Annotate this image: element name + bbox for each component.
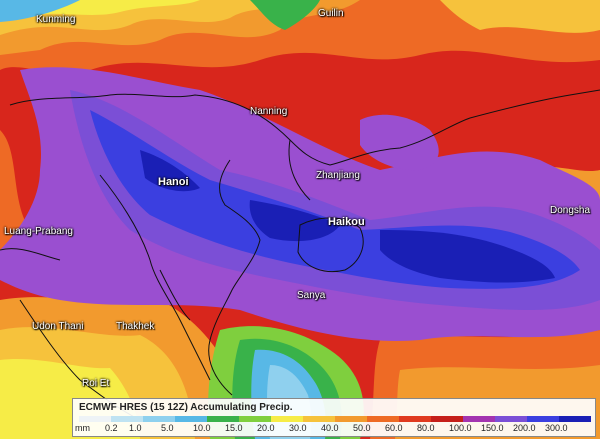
legend-tick-label: 20.0 — [257, 423, 275, 433]
legend-unit: mm — [75, 423, 90, 433]
legend-swatch — [367, 416, 399, 422]
legend-tick-label: 0.2 — [105, 423, 118, 433]
legend-tick-label: 200.0 — [513, 423, 536, 433]
city-label: Udon Thani — [32, 321, 84, 332]
city-label: Nanning — [250, 106, 288, 117]
legend-swatch — [559, 416, 591, 422]
legend-swatch — [431, 416, 463, 422]
legend-color-bar — [79, 416, 591, 422]
legend-tick-labels: mm 0.2 1.0 5.0 10.0 15.0 20.0 30.0 40.0 50.0 60.0… — [73, 423, 595, 436]
legend-swatch — [527, 416, 559, 422]
legend-tick-label: 80.0 — [417, 423, 435, 433]
legend-swatch — [271, 416, 303, 422]
legend-swatch — [335, 416, 367, 422]
legend-tick-label: 1.0 — [129, 423, 142, 433]
legend-title: ECMWF HRES (15 12Z) Accumulating Precip. — [79, 402, 293, 413]
legend-tick-label: 40.0 — [321, 423, 339, 433]
city-label: Thakhek — [116, 321, 155, 332]
legend-tick-label: 5.0 — [161, 423, 174, 433]
legend-swatch — [207, 416, 239, 422]
legend-swatch — [463, 416, 495, 422]
legend-swatch — [303, 416, 335, 422]
legend-tick-label: 60.0 — [385, 423, 403, 433]
legend-swatch — [79, 416, 111, 422]
city-label: Zhanjiang — [316, 170, 360, 181]
legend-tick-label: 10.0 — [193, 423, 211, 433]
city-label: Luang-Prabang — [4, 226, 73, 237]
legend-swatch — [399, 416, 431, 422]
city-label: Roi Et — [82, 378, 110, 389]
city-label: Hanoi — [158, 176, 189, 188]
legend-swatch — [175, 416, 207, 422]
city-label: Dongsha — [550, 205, 591, 216]
legend-tick-label: 50.0 — [353, 423, 371, 433]
precip-legend: ECMWF HRES (15 12Z) Accumulating Precip.… — [72, 398, 596, 437]
legend-swatch — [143, 416, 175, 422]
legend-swatch — [495, 416, 527, 422]
city-label: Sanya — [297, 290, 326, 301]
legend-tick-label: 15.0 — [225, 423, 243, 433]
legend-tick-label: 150.0 — [481, 423, 504, 433]
city-label: Guilin — [318, 8, 344, 19]
legend-tick-label: 100.0 — [449, 423, 472, 433]
city-label: Haikou — [328, 216, 365, 228]
city-label: Kunming — [36, 14, 76, 25]
legend-tick-label: 30.0 — [289, 423, 307, 433]
legend-tick-label: 300.0 — [545, 423, 568, 433]
legend-swatch — [239, 416, 271, 422]
legend-swatch — [111, 416, 143, 422]
